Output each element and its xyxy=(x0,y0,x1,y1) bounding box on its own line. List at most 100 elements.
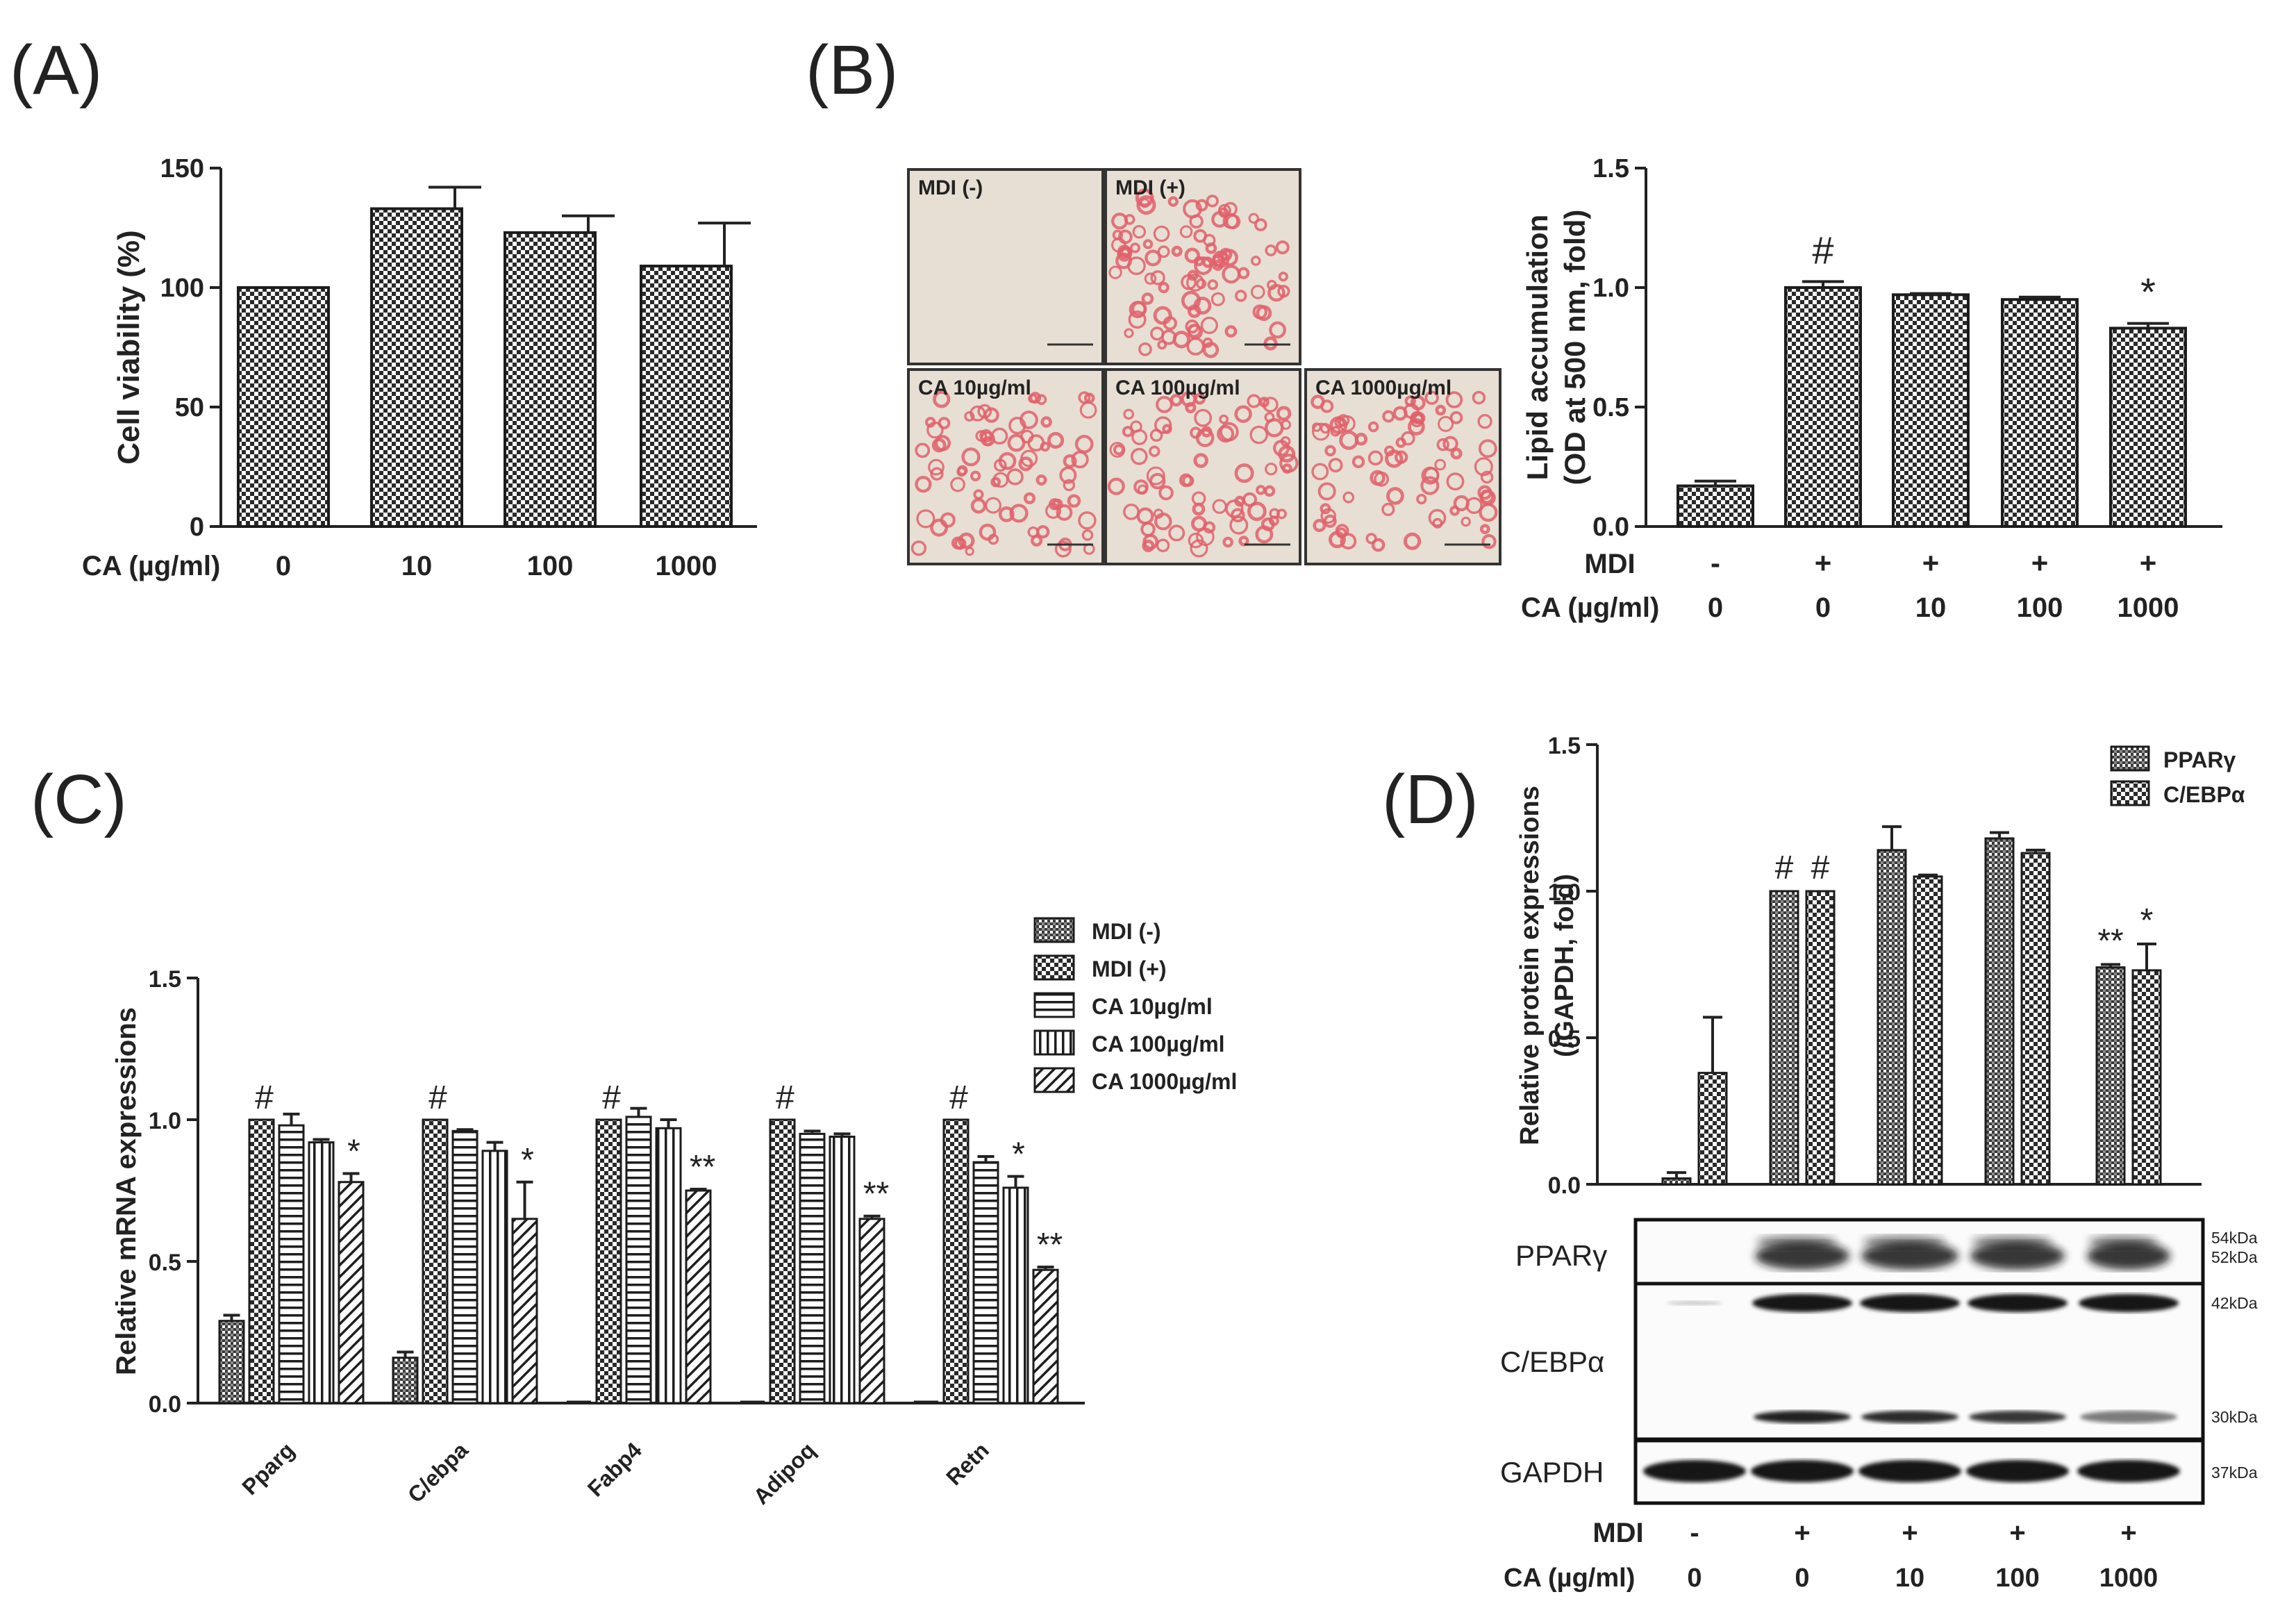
lipid-droplet xyxy=(1481,534,1497,549)
chart-c-significance-mark: # xyxy=(776,1079,795,1116)
lipid-droplet xyxy=(1382,410,1395,423)
chart-c-bar xyxy=(595,1118,622,1404)
lipid-droplet xyxy=(1385,449,1404,468)
lipid-droplet xyxy=(1367,421,1379,433)
lipid-droplet xyxy=(915,442,931,458)
lipid-droplet xyxy=(1401,431,1415,446)
chart-d-significance-mark: # xyxy=(1775,849,1794,886)
lipid-droplet xyxy=(998,506,1015,522)
lipid-droplet xyxy=(1145,249,1162,267)
chart-c-bar xyxy=(422,1118,449,1404)
chart-c-bar xyxy=(625,1116,652,1404)
lipid-droplet xyxy=(1007,433,1026,452)
lipid-droplet xyxy=(950,476,966,492)
lipid-droplet xyxy=(1158,485,1174,501)
lipid-droplet xyxy=(1122,426,1134,438)
lipid-droplet xyxy=(1040,416,1052,428)
lipid-droplet xyxy=(1404,395,1416,407)
lipid-droplet xyxy=(1054,540,1072,558)
lipid-droplet xyxy=(1256,305,1272,322)
lipid-droplet xyxy=(1219,247,1233,261)
lipid-droplet xyxy=(1264,412,1275,423)
chart-d-ca-label: CA (µg/ml) xyxy=(1504,1564,1635,1593)
lipid-droplet xyxy=(1230,508,1245,523)
chart-d-significance-mark: # xyxy=(1811,849,1830,886)
chart-c-category-label: Fabp4 xyxy=(583,1437,647,1501)
lipid-droplet xyxy=(1008,416,1026,435)
chart-d-y-axis-label-1: Relative protein expressions xyxy=(1515,786,1545,1145)
lipid-droplet xyxy=(1281,463,1292,474)
chart-d-y-axis-label-2: (/GAPDH, fold) xyxy=(1550,874,1579,1057)
lipid-droplet xyxy=(1461,516,1471,527)
ppar-band xyxy=(1755,1242,1849,1270)
chart-c-legend-label: CA 1000µg/ml xyxy=(1092,1069,1237,1094)
lipid-droplet xyxy=(1328,458,1343,473)
lipid-droplet xyxy=(1374,471,1390,487)
chart-b-mdi-value: + xyxy=(2140,547,2157,579)
micrograph: MDI (+) xyxy=(1104,168,1301,365)
blot-kda-marker: 54kDa xyxy=(2211,1229,2258,1247)
lipid-droplet xyxy=(1312,422,1330,441)
gapdh-band xyxy=(1643,1460,1746,1482)
lipid-droplet xyxy=(1324,445,1336,457)
blot-kda-marker: 30kDa xyxy=(2211,1408,2258,1426)
chart-c-ytick-label: 0.0 xyxy=(149,1391,181,1418)
lipid-droplet xyxy=(988,533,999,545)
chart-b-mdi-value: + xyxy=(2031,547,2049,579)
lipid-droplet xyxy=(1249,425,1268,445)
cebp-band-30 xyxy=(1861,1411,1958,1423)
chart-c-significance-mark: # xyxy=(602,1079,621,1116)
lipid-droplet xyxy=(1154,513,1172,531)
lipid-droplet xyxy=(1445,391,1463,408)
ppar-band xyxy=(1861,1242,1958,1270)
lipid-droplet xyxy=(1063,454,1077,468)
lipid-droplet xyxy=(1250,256,1261,266)
lipid-droplet xyxy=(1337,414,1350,427)
lipid-droplet xyxy=(1478,439,1497,458)
blot-label-ppar: PPARγ xyxy=(1515,1239,1607,1272)
lipid-droplet xyxy=(1395,450,1408,464)
lipid-droplet xyxy=(1078,511,1097,530)
lipid-droplet xyxy=(1129,242,1141,254)
chart-c-ytick-label: 1.5 xyxy=(149,966,181,993)
chart-c-category-label: Pparg xyxy=(237,1437,299,1500)
lipid-droplet xyxy=(1435,404,1447,416)
lipid-droplet xyxy=(915,476,932,493)
lipid-droplet xyxy=(1194,256,1213,275)
lipid-droplet xyxy=(1079,401,1097,419)
lipid-droplet xyxy=(1403,532,1422,550)
lipid-droplet xyxy=(1265,463,1278,476)
lipid-droplet xyxy=(1193,297,1212,315)
chart-b-bar xyxy=(2001,298,2079,528)
lipid-droplet xyxy=(1138,342,1152,356)
lipid-droplet xyxy=(926,421,944,439)
chart-a-bar xyxy=(504,231,597,528)
chart-b: 0.0 0.5 1.0 1.5 - 0 # +0 +10 +100 * +1000 MDI CA (µg/… xyxy=(1521,154,2222,623)
lipid-droplet xyxy=(1056,504,1073,521)
blot-label-gapdh: GAPDH xyxy=(1500,1456,1604,1489)
ppar-band xyxy=(1970,1242,2065,1270)
chart-c-bar xyxy=(799,1132,826,1404)
chart-c-legend-swatch xyxy=(1033,917,1075,943)
chart-c-legend-swatch xyxy=(1033,1067,1075,1093)
lipid-droplet xyxy=(1273,440,1290,457)
chart-c-bar xyxy=(481,1150,508,1404)
lipid-droplet xyxy=(951,536,965,550)
lipid-droplet xyxy=(1168,524,1186,542)
lipid-droplet xyxy=(970,470,981,481)
lipid-droplet xyxy=(1067,494,1081,508)
lipid-droplet xyxy=(1128,310,1147,329)
chart-c-significance-mark: ** xyxy=(690,1149,715,1186)
chart-b-y-axis-label-1: Lipid accumulation xyxy=(1521,215,1554,481)
chart-a: 0 50 100 150 0 10 100 1000 CA (µg/ml) Cell viabil… xyxy=(82,154,757,581)
lipid-droplet xyxy=(910,540,927,556)
lipid-droplet xyxy=(1428,508,1447,527)
lipid-droplet xyxy=(1189,214,1204,229)
lipid-droplet xyxy=(1436,438,1449,451)
chart-c-legend-swatch xyxy=(1033,954,1075,981)
gapdh-band xyxy=(2077,1460,2180,1482)
lipid-droplet xyxy=(1029,392,1042,404)
lipid-droplet xyxy=(1107,477,1125,495)
lipid-droplet xyxy=(1113,444,1124,456)
chart-c-bar xyxy=(511,1218,538,1404)
